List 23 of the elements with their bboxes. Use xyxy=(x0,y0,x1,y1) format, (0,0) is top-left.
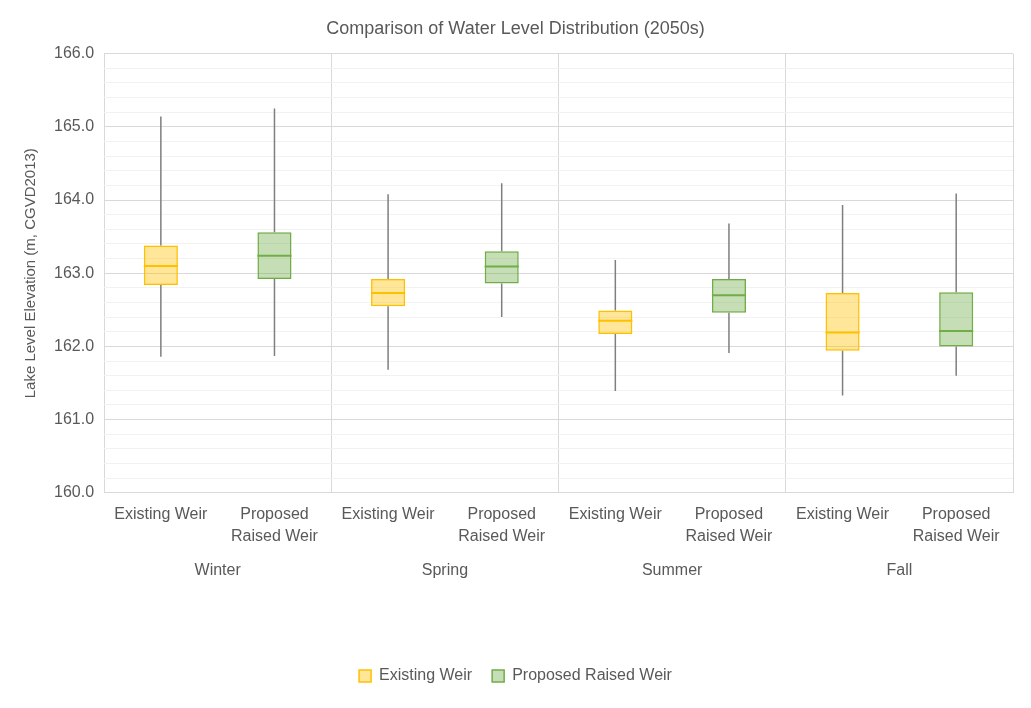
text: Existing Weir xyxy=(796,505,890,523)
y-tick-label: 163.0 xyxy=(53,263,95,281)
text: Existing Weir xyxy=(341,505,435,523)
legend-label: Existing Weir xyxy=(379,666,473,684)
y-axis-title: Lake Level Elevation (m, CGVD2013) xyxy=(21,148,39,399)
y-tick-label: 160.0 xyxy=(53,483,95,501)
x-tick-label: Summer xyxy=(641,560,704,578)
x-tick-label: Spring xyxy=(421,560,469,578)
y-tick-label: 165.0 xyxy=(53,117,95,135)
y-tick-label: 166.0 xyxy=(53,44,95,62)
y-tick-label: 164.0 xyxy=(53,190,95,208)
text: Proposed Raised Weir xyxy=(231,505,318,545)
text: Proposed Raised Weir xyxy=(912,505,1000,545)
x-tick-label: Fall xyxy=(886,560,913,578)
y-tick-label: 161.0 xyxy=(53,410,95,428)
text: Proposed Raised Weir xyxy=(685,505,773,545)
text: Existing Weir xyxy=(568,505,662,523)
x-tick-label: Winter xyxy=(194,560,242,578)
y-tick-label: 162.0 xyxy=(53,336,95,354)
text: Proposed Raised Weir xyxy=(458,505,546,545)
legend-label: Proposed Raised Weir xyxy=(512,666,673,684)
chart-title: Comparison of Water Level Distribution (2050s) xyxy=(326,17,705,38)
text: Existing Weir xyxy=(114,505,208,523)
